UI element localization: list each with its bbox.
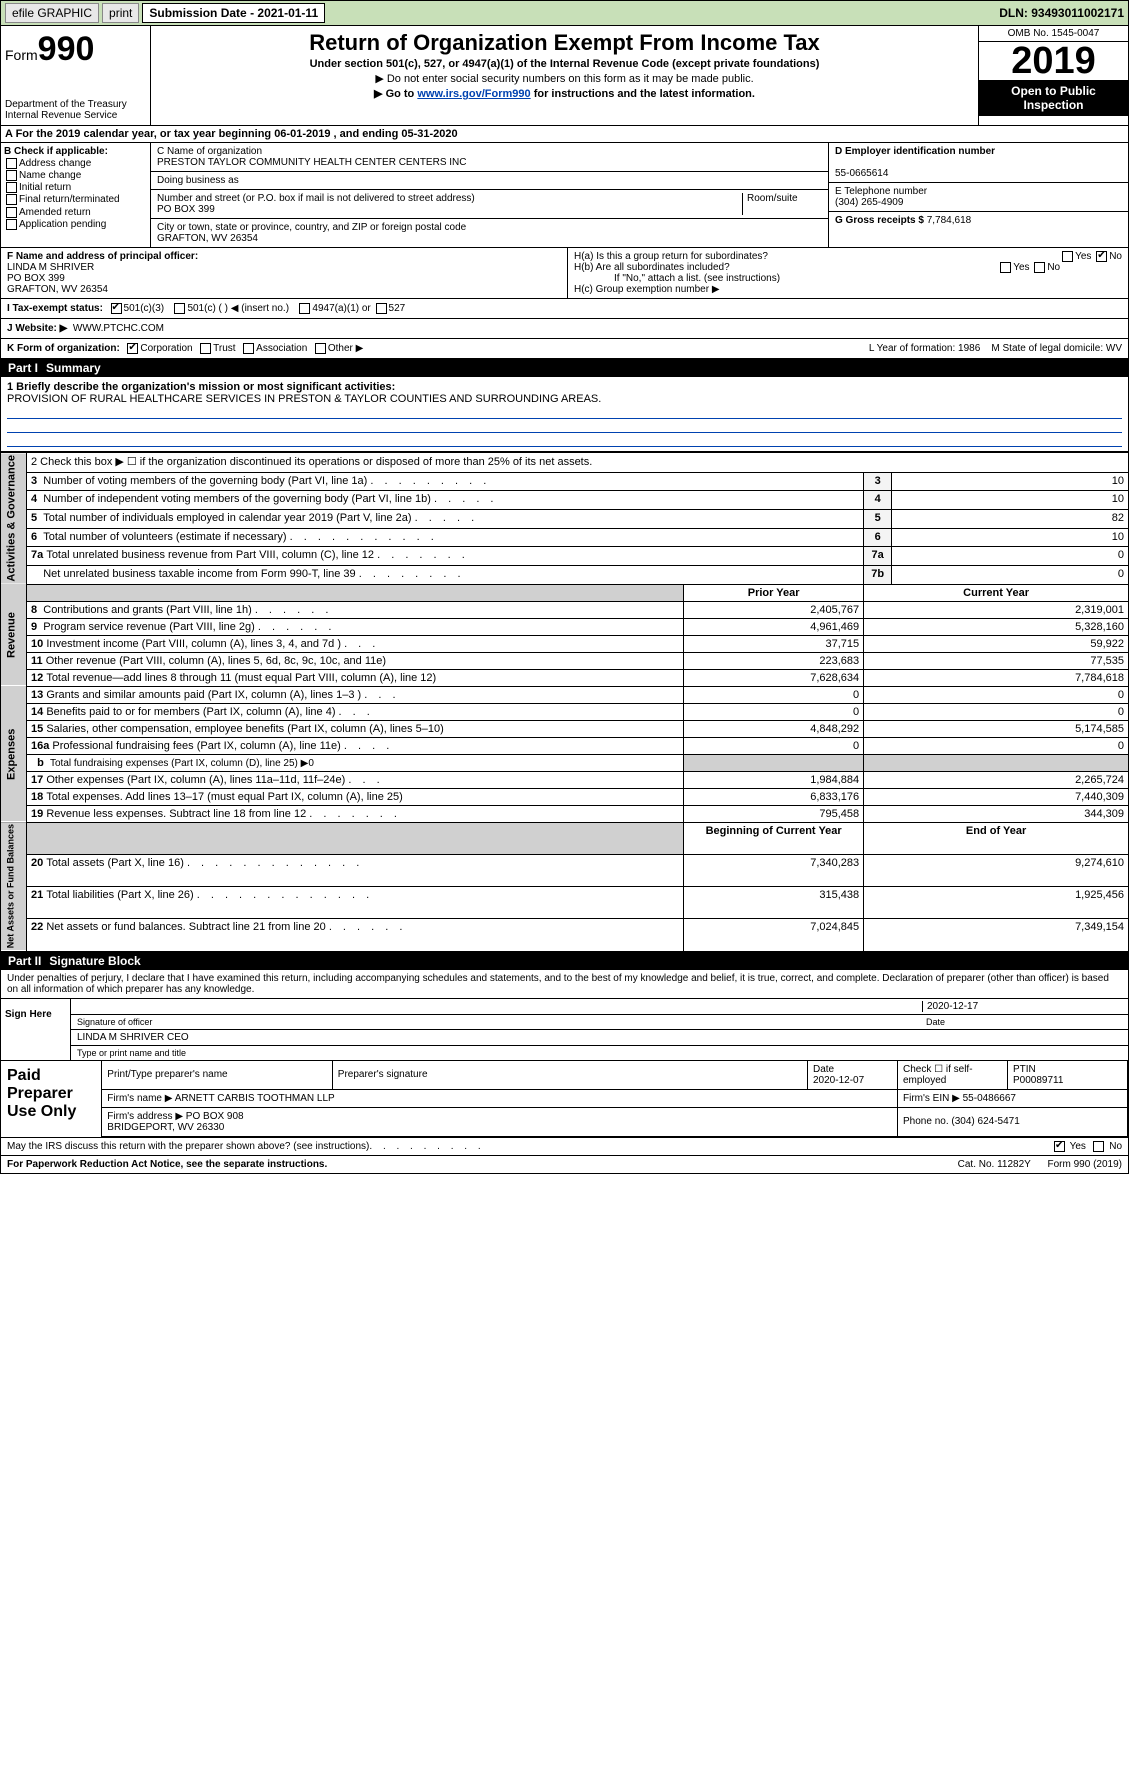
summary-table: Activities & Governance 2 Check this box… <box>0 452 1129 952</box>
row-k: K Form of organization: Corporation Trus… <box>0 339 1129 359</box>
paid-preparer-block: Paid Preparer Use Only Print/Type prepar… <box>0 1061 1129 1138</box>
check-501c[interactable] <box>174 303 185 314</box>
part-ii-header: Part II Signature Block <box>0 952 1129 970</box>
check-4947[interactable] <box>299 303 310 314</box>
dept-label: Department of the Treasury Internal Reve… <box>5 99 146 121</box>
check-initial-return[interactable]: Initial return <box>4 182 147 193</box>
org-address: PO BOX 399 <box>157 204 215 215</box>
check-527[interactable] <box>376 303 387 314</box>
row-fh: F Name and address of principal officer:… <box>0 248 1129 299</box>
gross-receipts: 7,784,618 <box>927 215 972 226</box>
mission-block: 1 Briefly describe the organization's mi… <box>0 377 1129 452</box>
efile-button[interactable]: efile GRAPHIC <box>5 3 99 23</box>
check-501c3[interactable] <box>111 303 122 314</box>
row-a-period: A For the 2019 calendar year, or tax yea… <box>0 126 1129 143</box>
sign-here-block: Sign Here 2020-12-17 Signature of office… <box>0 999 1129 1061</box>
state-domicile: M State of legal domicile: WV <box>991 343 1122 354</box>
check-name-change[interactable]: Name change <box>4 170 147 181</box>
check-corp[interactable] <box>127 343 138 354</box>
table-row: 22 Net assets or fund balances. Subtract… <box>1 919 1129 951</box>
table-row: 14 Benefits paid to or for members (Part… <box>1 703 1129 720</box>
cat-no: Cat. No. 11282Y <box>958 1159 1031 1170</box>
discuss-row: May the IRS discuss this return with the… <box>0 1138 1129 1156</box>
org-name: PRESTON TAYLOR COMMUNITY HEALTH CENTER C… <box>157 157 466 168</box>
form-number: 990 <box>38 30 95 68</box>
table-row: Net unrelated business taxable income fr… <box>1 565 1129 584</box>
discuss-no[interactable] <box>1093 1141 1104 1152</box>
table-row: 12 Total revenue—add lines 8 through 11 … <box>1 669 1129 686</box>
discuss-yes[interactable] <box>1054 1141 1065 1152</box>
row-j: J Website: ▶ WWW.PTCHC.COM <box>0 319 1129 339</box>
check-other[interactable] <box>315 343 326 354</box>
line-2: 2 Check this box ▶ ☐ if the organization… <box>27 453 1129 473</box>
table-row: 19 Revenue less expenses. Subtract line … <box>1 805 1129 822</box>
table-row: 20 Total assets (Part X, line 16) . . . … <box>1 854 1129 886</box>
table-row: 11 Other revenue (Part VIII, column (A),… <box>1 652 1129 669</box>
sign-date: 2020-12-17 <box>922 1001 1122 1012</box>
website-link[interactable]: WWW.PTCHC.COM <box>73 323 164 334</box>
firm-phone: (304) 624-5471 <box>951 1116 1019 1127</box>
side-governance: Activities & Governance <box>1 453 27 585</box>
check-assoc[interactable] <box>243 343 254 354</box>
footer-row: For Paperwork Reduction Act Notice, see … <box>0 1156 1129 1174</box>
check-address-change[interactable]: Address change <box>4 158 147 169</box>
dln-label: DLN: 93493011002171 <box>999 6 1124 20</box>
form-prefix: Form <box>5 47 38 63</box>
ein: 55-0665614 <box>835 168 888 179</box>
table-row: 4 Number of independent voting members o… <box>1 491 1129 510</box>
print-button[interactable]: print <box>102 3 139 23</box>
form-header: Form990 Department of the Treasury Inter… <box>0 26 1129 126</box>
table-row: 15 Salaries, other compensation, employe… <box>1 720 1129 737</box>
table-row: 10 Investment income (Part VIII, column … <box>1 635 1129 652</box>
phone: (304) 265-4909 <box>835 197 903 208</box>
row-i: I Tax-exempt status: 501(c)(3) 501(c) ( … <box>0 299 1129 319</box>
table-row: 5 Total number of individuals employed i… <box>1 509 1129 528</box>
table-row: 9 Program service revenue (Part VIII, li… <box>1 618 1129 635</box>
box-b: B Check if applicable: Address change Na… <box>1 143 151 247</box>
org-city: GRAFTON, WV 26354 <box>157 233 258 244</box>
submission-date: Submission Date - 2021-01-11 <box>142 3 325 23</box>
table-row: 16a Professional fundraising fees (Part … <box>1 737 1129 754</box>
firm-ein: 55-0486667 <box>963 1093 1016 1104</box>
preparer-date: 2020-12-07 <box>813 1075 864 1086</box>
table-row: 8 Contributions and grants (Part VIII, l… <box>1 601 1129 618</box>
form-subtitle: Under section 501(c), 527, or 4947(a)(1)… <box>155 58 974 70</box>
side-revenue: Revenue <box>1 584 27 686</box>
mission-text: PROVISION OF RURAL HEALTHCARE SERVICES I… <box>7 393 601 405</box>
check-trust[interactable] <box>200 343 211 354</box>
ptin: P00089711 <box>1013 1075 1063 1086</box>
officer-addr: PO BOX 399 GRAFTON, WV 26354 <box>7 273 108 295</box>
check-amended[interactable]: Amended return <box>4 207 147 218</box>
open-inspection: Open to Public Inspection <box>979 80 1128 116</box>
table-row: 6 Total number of volunteers (estimate i… <box>1 528 1129 547</box>
dba-label: Doing business as <box>151 172 828 190</box>
check-final-return[interactable]: Final return/terminated <box>4 194 147 205</box>
officer-name: LINDA M SHRIVER <box>7 262 94 273</box>
firm-name: ARNETT CARBIS TOOTHMAN LLP <box>175 1093 335 1104</box>
form-note2: ▶ Go to www.irs.gov/Form990 for instruct… <box>155 87 974 100</box>
irs-link[interactable]: www.irs.gov/Form990 <box>417 88 530 100</box>
side-netassets: Net Assets or Fund Balances <box>1 822 27 951</box>
form-footer: Form 990 (2019) <box>1048 1159 1122 1170</box>
box-c: C Name of organizationPRESTON TAYLOR COM… <box>151 143 828 247</box>
table-row: 17 Other expenses (Part IX, column (A), … <box>1 771 1129 788</box>
perjury-text: Under penalties of perjury, I declare th… <box>0 970 1129 999</box>
officer-signed-name: LINDA M SHRIVER CEO <box>77 1032 189 1043</box>
table-row: 3 Number of voting members of the govern… <box>1 472 1129 491</box>
tax-year: 2019 <box>979 42 1128 80</box>
side-expenses: Expenses <box>1 686 27 822</box>
year-formation: L Year of formation: 1986 <box>869 343 980 354</box>
table-row: b Total fundraising expenses (Part IX, c… <box>1 754 1129 771</box>
table-row: 7a Total unrelated business revenue from… <box>1 547 1129 566</box>
check-app-pending[interactable]: Application pending <box>4 219 147 230</box>
form-title: Return of Organization Exempt From Incom… <box>155 30 974 56</box>
form-note1: ▶ Do not enter social security numbers o… <box>155 72 974 85</box>
entity-block: B Check if applicable: Address change Na… <box>0 143 1129 248</box>
top-toolbar: efile GRAPHIC print Submission Date - 20… <box>0 0 1129 26</box>
table-row: 21 Total liabilities (Part X, line 26) .… <box>1 887 1129 919</box>
part-i-header: Part I Summary <box>0 359 1129 377</box>
table-row: 18 Total expenses. Add lines 13–17 (must… <box>1 788 1129 805</box>
